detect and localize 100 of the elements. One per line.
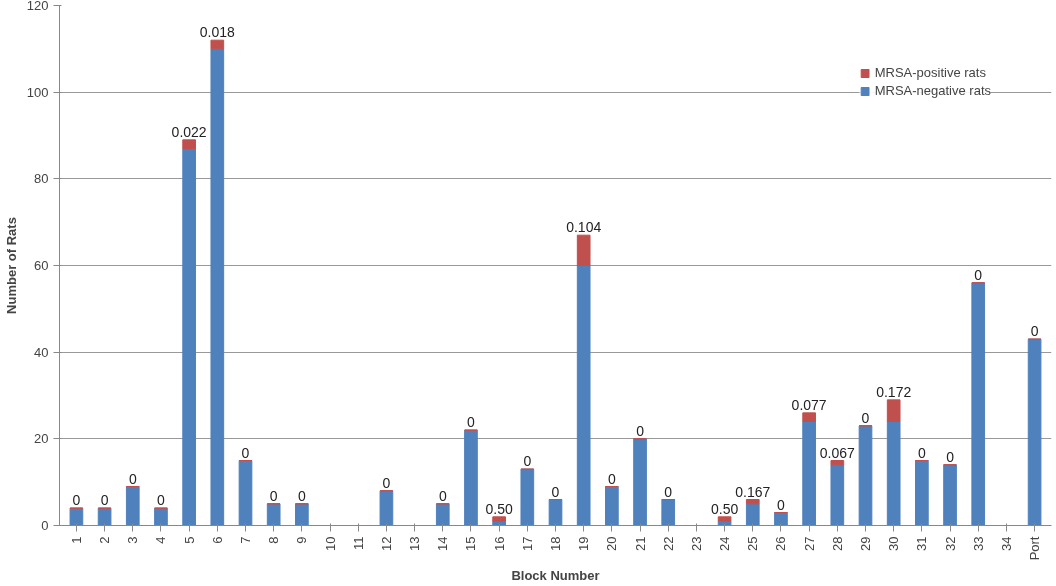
text: 0 [72,492,81,509]
bar [576,234,591,266]
text: 0 [438,487,447,504]
text: 0 [269,487,278,504]
x-tick-label: 26 [773,536,789,551]
x-tick-label: 8 [266,536,282,544]
bar [520,468,535,526]
text: 0 [861,409,870,426]
bar [886,399,901,422]
x-tick-label: 3 [125,536,141,544]
text: 0 [664,483,673,500]
x-tick-label: 23 [688,536,704,551]
text: 0 [917,444,926,461]
legend-label: MRSA-positive rats [874,65,986,80]
bar [774,512,788,526]
text: 0.50 [710,500,739,517]
x-tick-label: 14 [435,536,451,551]
bar [858,425,873,526]
x-tick-label: 7 [238,536,253,544]
x-tick-label: 27 [801,536,817,551]
text: 0.172 [876,383,912,400]
y-tick-label: 100 [26,84,49,100]
x-tick-label: 5 [181,536,197,544]
text: 0 [297,487,306,504]
text: 0.167 [735,483,771,500]
x-tick-label: 1 [68,536,84,544]
bar [210,39,225,50]
x-tick-label: 10 [322,536,338,551]
text: 0 [128,470,137,487]
y-tick-label: 60 [34,258,49,273]
y-tick-label: 40 [34,344,49,360]
text: 0 [467,414,475,431]
x-tick-label: 31 [914,536,930,551]
bar [943,464,957,526]
text: 0 [382,474,391,491]
bar [971,282,986,526]
x-tick-label: 11 [350,536,366,550]
x-tick-label: 24 [717,536,733,551]
bar [802,421,816,526]
y-tick-label: 0 [41,518,49,533]
text: 0 [946,448,954,465]
y-tick-label: 80 [34,171,49,187]
x-tick-label: 6 [209,536,225,544]
x-tick-label: 20 [604,536,620,551]
text: 0 [1030,323,1039,340]
bar [210,48,225,526]
x-tick-label: Port [1027,536,1043,561]
text: 0 [777,496,785,513]
bar [182,139,196,149]
bar [886,421,901,526]
text: 0 [607,470,616,487]
x-tick-label: 13 [407,536,423,551]
text: 0.104 [566,219,602,236]
y-axis-title: Number of Rats [3,217,19,314]
x-tick-label: 21 [632,536,648,551]
bar [182,148,196,526]
text: 0 [523,453,532,470]
x-tick-label: 29 [858,536,873,551]
bar [238,460,253,526]
text: 0 [100,492,109,509]
bar [435,503,450,526]
x-tick-label: 32 [942,536,958,551]
bar [1027,338,1042,526]
x-tick-label: 28 [829,536,845,551]
x-tick-label: 34 [998,536,1014,551]
text: 0 [974,266,983,283]
bar [745,499,760,505]
x-tick-label: 9 [294,536,310,544]
text: 0.022 [171,123,207,140]
bar [745,503,760,526]
legend-label: MRSA-negative rats [874,83,991,98]
x-tick-label: 19 [576,536,592,551]
text: 0.077 [791,396,827,413]
x-tick-label: 4 [153,536,169,544]
x-tick-label: 22 [660,536,676,551]
text: 0 [551,483,560,500]
bar [661,499,676,526]
text: 0 [157,492,165,509]
bar [802,412,816,422]
x-tick-label: 18 [548,536,563,551]
x-tick-label: 17 [519,536,535,551]
bar [830,460,845,466]
x-tick-label: 30 [886,536,902,551]
bar [492,516,506,522]
bar [154,507,168,526]
bar [97,507,112,526]
bar [464,429,478,526]
text: 0 [636,422,644,439]
bar [379,490,394,526]
bar [576,265,591,526]
bar [125,486,140,526]
text: 0 [241,444,250,461]
bar [548,499,563,526]
bar [830,464,845,526]
x-tick-label: 16 [491,536,507,551]
text: 0.018 [199,24,235,41]
x-tick-label: 12 [378,536,394,551]
x-tick-label: 15 [463,536,479,551]
bar [717,516,732,522]
bar [633,438,647,526]
